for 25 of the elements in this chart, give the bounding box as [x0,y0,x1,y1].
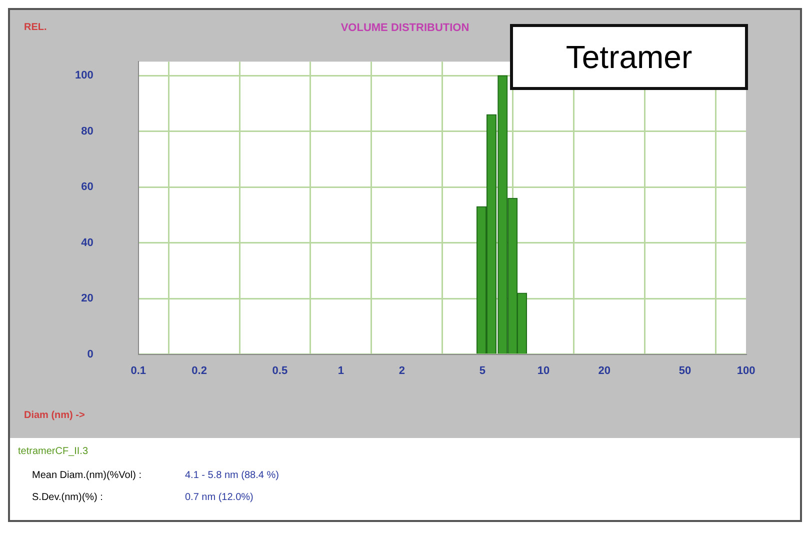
y-tick-label: 60 [81,181,94,194]
label-box: Tetramer [510,24,748,90]
x-tick-label: 5 [479,365,486,378]
x-tick-label: 20 [598,365,611,378]
x-tick-label: 100 [736,365,756,378]
y-tick-label: 40 [81,236,94,249]
x-tick-label: 50 [678,365,692,378]
y-axis-title: REL. [24,22,47,33]
text: 0.7 nm (12.0%) [185,492,254,503]
y-tick-label: 20 [81,292,94,305]
x-tick-label: 10 [537,365,550,378]
chart-title: VOLUME DISTRIBUTION [340,22,470,34]
x-tick-label: 2 [398,365,405,378]
text: Mean Diam.(nm)(%Vol) : [32,470,142,481]
x-tick-label: 0.1 [130,365,146,378]
x-axis-title: Diam (nm) -> [24,410,85,421]
text: 4.1 - 5.8 nm (88.4 %) [185,470,279,481]
y-tick-label: 80 [81,125,94,138]
x-tick-label: 0.5 [272,365,288,378]
x-tick-label: 1 [338,365,344,378]
y-tick-label: 100 [74,70,94,82]
text: tetramerCF_II.3 [18,446,88,457]
y-tick-label: 0 [87,348,94,360]
text: S.Dev.(nm)(%) : [32,492,103,503]
x-tick-label: 0.2 [192,365,207,378]
